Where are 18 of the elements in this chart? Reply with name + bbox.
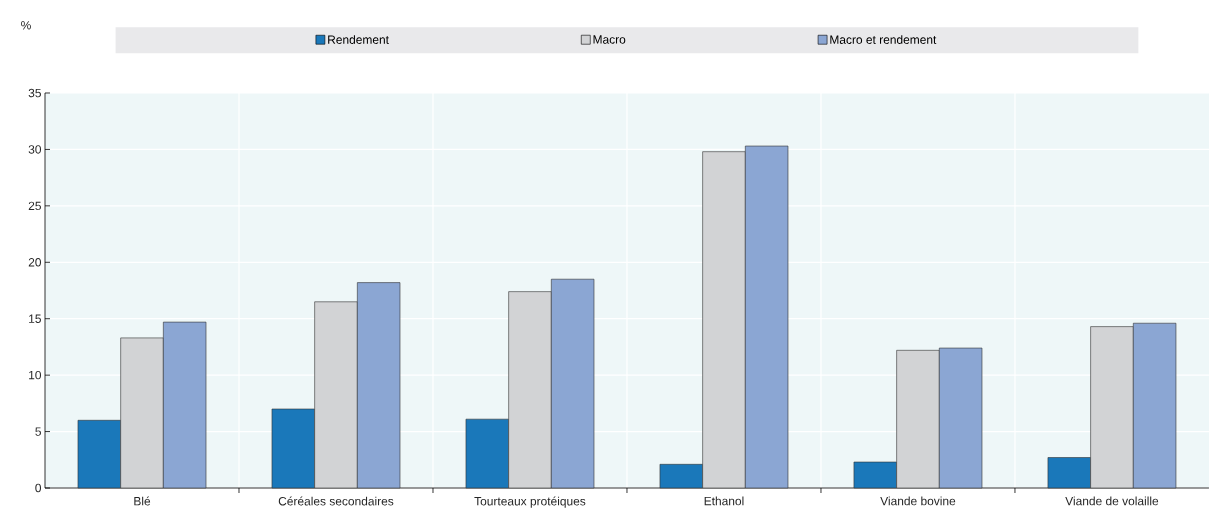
- x-tick-label: Blé: [134, 496, 151, 506]
- y-tick-label: 5: [35, 427, 41, 436]
- y-tick-label: 10: [29, 370, 42, 380]
- legend-label: Rendement: [328, 35, 389, 44]
- x-tick-label: Céréales secondaires: [278, 496, 394, 506]
- y-tick-label: 30: [28, 145, 42, 154]
- legend-label: Macro et rendement: [830, 35, 937, 44]
- y-tick-label: 35: [28, 88, 41, 98]
- y-tick-label: 20: [28, 258, 42, 267]
- x-tick-label: Viande bovine: [880, 496, 956, 506]
- y-tick-label: 15: [29, 314, 41, 323]
- x-tick-label: Viande de volaille: [1065, 496, 1159, 506]
- x-tick-label: Ethanol: [704, 496, 744, 506]
- y-axis-title: %: [21, 21, 31, 30]
- y-tick-label: 25: [28, 201, 41, 211]
- legend-label: Macro: [593, 35, 626, 44]
- x-tick-label: Tourteaux protéiques: [474, 496, 586, 508]
- y-tick-label: 0: [35, 483, 42, 493]
